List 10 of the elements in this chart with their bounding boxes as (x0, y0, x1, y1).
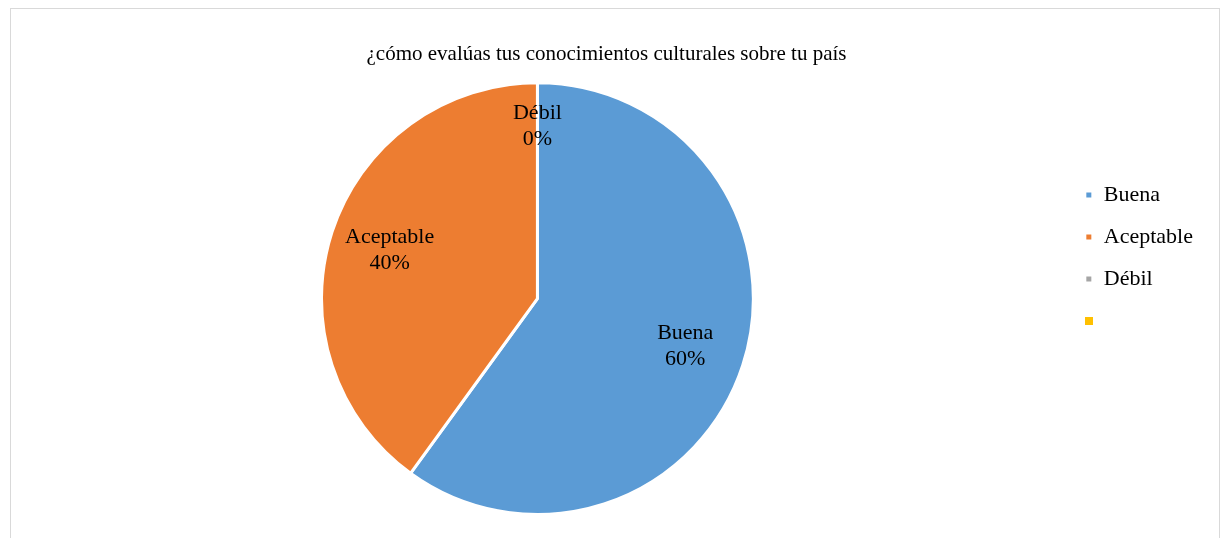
legend-label: Buena (1103, 180, 1161, 206)
slice-label: Buena (657, 319, 714, 345)
slice-label: Aceptable (344, 223, 435, 249)
data-label: 60% (665, 345, 706, 371)
legend-label: Débil (1103, 264, 1153, 290)
legend-label: Aceptable (1103, 222, 1193, 248)
category-label: Débil (512, 98, 562, 124)
data-label: 40% (369, 249, 410, 275)
text: 0% (522, 124, 553, 150)
chart-title: ¿cómo evalúas tus conocimientos culturales sobre tu país (366, 41, 847, 66)
